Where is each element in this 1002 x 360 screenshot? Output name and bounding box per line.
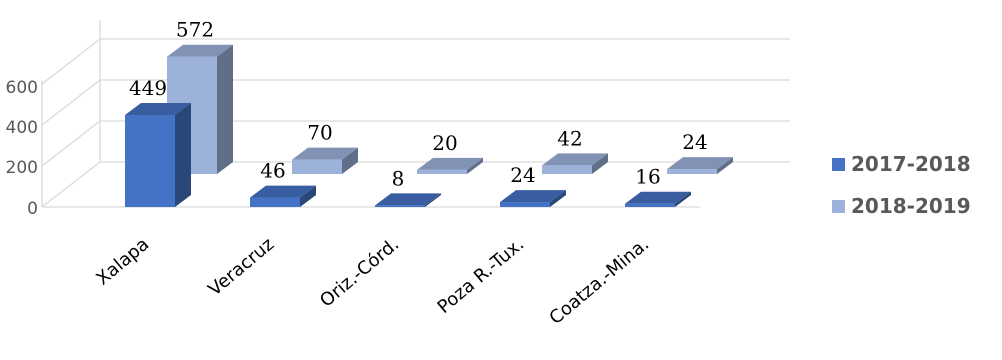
category-label: Coatza.-Mina. bbox=[545, 234, 653, 329]
category-label: Veracruz bbox=[205, 234, 279, 301]
bar-front bbox=[667, 169, 717, 174]
bar-side bbox=[717, 157, 733, 174]
bar-top bbox=[292, 147, 358, 160]
legend-swatch bbox=[832, 157, 845, 171]
bar-top bbox=[667, 157, 733, 170]
bar-top bbox=[167, 44, 233, 57]
data-label: 8 bbox=[392, 166, 405, 190]
bar-front bbox=[125, 114, 175, 207]
bar-side bbox=[300, 185, 316, 207]
gridline-side bbox=[41, 120, 101, 167]
gridline-side bbox=[41, 38, 101, 85]
bar-front bbox=[250, 197, 300, 207]
bar-top bbox=[375, 193, 441, 206]
legend-label: 2018-2019 bbox=[851, 194, 971, 218]
bar-side bbox=[425, 193, 441, 207]
gridline-side bbox=[41, 79, 101, 126]
data-label: 16 bbox=[635, 165, 660, 189]
data-label: 20 bbox=[432, 131, 457, 155]
bar-top bbox=[250, 185, 316, 198]
bar-side bbox=[467, 157, 483, 174]
bar: 42 bbox=[542, 126, 608, 174]
bar-front bbox=[625, 203, 675, 207]
y-tick-label: 0 bbox=[27, 199, 38, 219]
bar: 449 bbox=[125, 76, 191, 207]
bar-side bbox=[342, 147, 358, 174]
bar: 24 bbox=[667, 130, 733, 174]
bar-front bbox=[542, 165, 592, 174]
bar: 572 bbox=[167, 18, 233, 174]
bar-top bbox=[417, 157, 483, 170]
bar-side bbox=[217, 44, 233, 174]
bar-top bbox=[625, 191, 691, 204]
data-label: 24 bbox=[510, 163, 535, 187]
bar-side bbox=[175, 102, 191, 207]
chart-bars: 572 449 70 46 20 8 42 24 24 16 bbox=[125, 18, 733, 207]
bar-front bbox=[500, 202, 550, 207]
chart-legend: 2017-2018 2018-2019 bbox=[832, 152, 971, 236]
bar-top bbox=[500, 190, 566, 203]
data-label: 449 bbox=[129, 76, 167, 100]
legend-swatch bbox=[832, 199, 845, 213]
bar-front bbox=[417, 169, 467, 174]
bar: 70 bbox=[292, 121, 358, 174]
bar-top bbox=[542, 153, 608, 166]
bar: 8 bbox=[375, 166, 441, 207]
bar: 16 bbox=[625, 165, 691, 207]
y-tick-label: 600 bbox=[6, 78, 38, 98]
legend-item: 2017-2018 bbox=[832, 152, 971, 176]
legend-label: 2017-2018 bbox=[851, 152, 971, 176]
data-label: 24 bbox=[682, 130, 707, 154]
data-label: 572 bbox=[176, 18, 214, 42]
legend-item: 2018-2019 bbox=[832, 194, 971, 218]
bar: 20 bbox=[417, 131, 483, 174]
category-label: Poza R.-Tux. bbox=[434, 234, 529, 318]
bar-side bbox=[675, 191, 691, 207]
bar-side bbox=[592, 153, 608, 174]
data-label: 42 bbox=[557, 126, 582, 150]
bar-top bbox=[125, 102, 191, 115]
bar-front bbox=[375, 205, 425, 207]
data-label: 70 bbox=[307, 121, 332, 145]
gridline-side bbox=[41, 161, 101, 208]
x-axis-category-labels: Xalapa Veracruz Oriz.-Córd. Poza R.-Tux.… bbox=[92, 234, 653, 329]
category-label: Oriz.-Córd. bbox=[316, 234, 403, 312]
bar: 46 bbox=[250, 159, 316, 207]
y-tick-label: 200 bbox=[6, 158, 38, 178]
category-label: Xalapa bbox=[92, 234, 153, 290]
data-label: 46 bbox=[260, 159, 285, 183]
bar: 24 bbox=[500, 163, 566, 207]
y-axis-ticks: 0 200 400 600 bbox=[6, 78, 38, 219]
bar-side bbox=[550, 190, 566, 207]
y-tick-label: 400 bbox=[6, 118, 38, 138]
bar-front bbox=[292, 159, 342, 174]
